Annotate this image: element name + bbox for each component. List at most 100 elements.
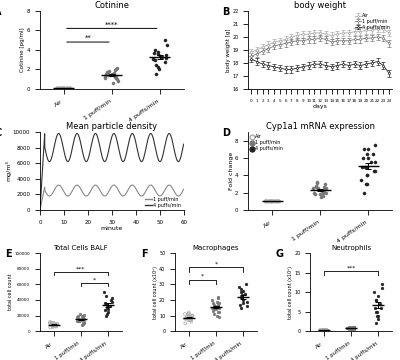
Point [150,50,157,56]
Point [50,323,56,329]
Point [78,318,84,323]
Point [345,324,352,330]
Point [346,325,352,331]
Point [350,325,356,330]
Point [186,313,192,319]
Point [186,311,192,317]
Point [237,286,244,292]
Point [350,324,356,329]
Point [152,47,158,53]
Point [360,155,366,161]
Point [323,190,329,195]
Point [310,185,317,191]
Point [51,320,57,326]
Point [102,300,109,306]
Point [114,76,121,82]
Point [78,322,85,328]
Point [58,86,64,91]
Point [110,80,116,86]
Point [102,307,108,313]
Point [324,328,330,333]
Point [164,42,170,48]
Point [372,297,379,303]
Legend: 1 puff/min, 4 puffs/min: 1 puff/min, 4 puffs/min [145,197,181,208]
Text: **: ** [84,35,91,41]
Point [379,285,385,291]
Point [321,184,327,189]
Point [269,198,276,204]
Point [102,293,109,299]
Point [107,72,113,78]
Point [317,192,324,197]
Point [47,320,53,326]
Point [111,71,117,76]
Point [103,71,110,77]
Point [162,59,168,64]
Point [111,73,118,79]
Point [187,314,194,320]
Point [50,320,57,325]
Point [64,86,70,91]
Point [188,318,194,323]
Point [185,318,192,323]
Point [114,66,120,71]
Point [210,308,217,314]
Point [364,164,370,170]
Point [317,328,324,334]
Point [315,185,322,191]
Point [359,164,365,170]
Title: Mean particle density: Mean particle density [66,122,157,131]
Point [184,314,190,320]
Point [102,75,108,80]
Point [364,172,370,178]
Point [61,86,67,91]
Point [113,67,119,72]
Point [190,313,196,319]
Point [80,312,87,318]
Point [52,322,59,328]
Point [156,53,163,59]
Point [358,177,364,183]
Point [371,168,378,174]
Point [65,86,72,91]
Point [74,316,81,322]
Point [48,322,55,328]
Point [275,198,281,204]
Point [156,67,162,72]
Point [372,305,378,311]
Point [61,86,68,91]
Point [375,316,381,322]
Point [364,151,370,157]
Point [54,86,61,91]
Point [55,86,61,91]
Point [67,86,73,91]
Point [276,198,282,204]
Point [216,305,222,311]
Point [80,314,86,320]
Title: Cotinine: Cotinine [94,1,129,10]
Point [263,198,269,204]
Point [351,326,357,332]
Point [240,288,246,293]
Y-axis label: Fold change: Fold change [229,152,234,190]
Point [155,64,162,70]
Point [80,316,87,322]
Point [182,316,188,321]
Point [350,324,357,329]
Point [54,86,60,91]
Text: ****: **** [105,21,118,27]
Point [46,320,53,326]
Point [312,191,318,197]
Point [159,54,166,60]
Point [379,282,385,287]
Point [75,314,82,319]
Text: B: B [222,7,230,17]
Point [188,319,194,325]
Point [209,305,216,311]
Point [215,310,222,315]
Point [322,327,328,333]
Point [275,198,282,204]
Point [213,306,219,312]
Point [320,190,326,195]
Point [267,198,274,204]
